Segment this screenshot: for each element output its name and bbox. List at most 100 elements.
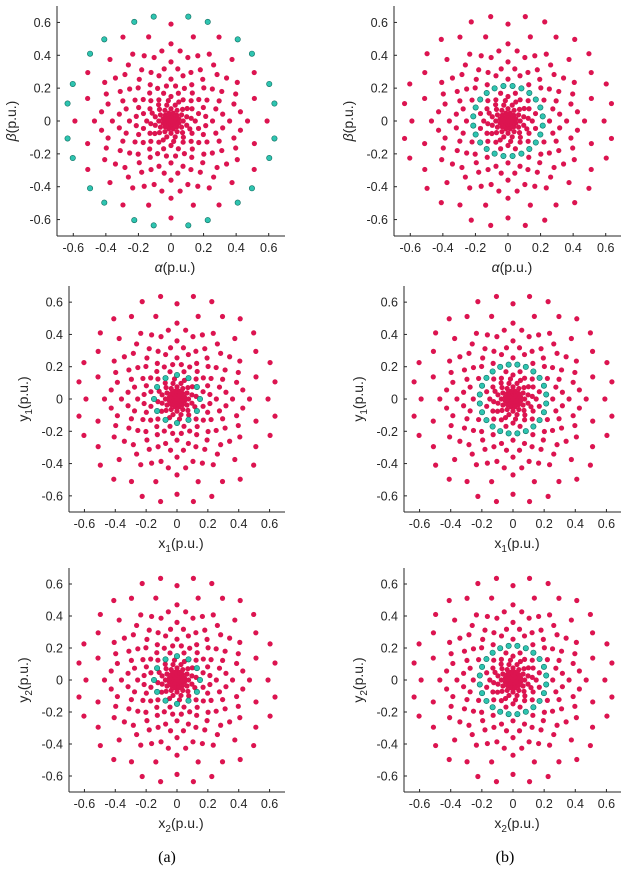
x-tick-label: 0.2 (199, 517, 216, 531)
highlighted-point (87, 185, 94, 192)
scatter-point (165, 745, 171, 751)
scatter-point (160, 137, 166, 143)
scatter-point (507, 110, 513, 116)
scatter-point (146, 34, 152, 40)
scatter-point (459, 71, 465, 78)
scatter-point (168, 406, 174, 413)
scatter-point (174, 677, 180, 683)
scatter-point (174, 735, 180, 741)
scatter-point (113, 651, 119, 657)
scatter-point (163, 351, 169, 358)
scatter-point (556, 88, 562, 95)
scatter-point (476, 657, 482, 663)
scatter-point (237, 316, 243, 322)
scatter-point (193, 630, 199, 636)
highlighted-point (514, 711, 521, 718)
scatter-point (586, 185, 592, 191)
scatter-point (475, 299, 481, 305)
scatter-point (140, 96, 146, 103)
scatter-point (558, 706, 565, 712)
scatter-point (401, 100, 408, 107)
scatter-point (563, 719, 569, 725)
scatter-point (237, 756, 243, 763)
scatter-point (127, 86, 133, 92)
scatter-point (522, 698, 528, 704)
scatter-point (514, 188, 520, 194)
scatter-point (200, 670, 206, 676)
scatter-point (517, 118, 523, 124)
scatter-point (546, 612, 553, 618)
scatter-point (526, 739, 532, 745)
scatter-point (227, 118, 233, 124)
scatter-point (551, 622, 557, 629)
scatter-point (484, 389, 490, 395)
scatter-point (205, 645, 211, 651)
scatter-point (430, 444, 437, 450)
scatter-point (468, 19, 474, 25)
scatter-point (450, 660, 456, 667)
highlighted-point (526, 146, 533, 153)
highlighted-point (154, 408, 161, 415)
scatter-point (147, 154, 153, 160)
scatter-point (422, 69, 428, 76)
scatter-point (216, 665, 223, 671)
scatter-point (553, 689, 559, 695)
scatter-point (522, 412, 528, 418)
scatter-point (174, 301, 180, 307)
highlighted-point (522, 645, 529, 652)
scatter-point (209, 299, 215, 305)
highlighted-point (174, 371, 181, 378)
scatter-point (192, 118, 198, 124)
scatter-point (501, 327, 507, 333)
scatter-point (193, 376, 199, 382)
highlighted-point (505, 361, 512, 368)
scatter-point (158, 575, 164, 581)
scatter-point (488, 222, 494, 228)
scatter-point (121, 635, 127, 641)
scatter-point (533, 396, 539, 402)
scatter-point (201, 151, 207, 157)
scatter-point (181, 423, 187, 429)
scatter-point (494, 739, 500, 745)
scatter-point (516, 406, 522, 413)
scatter-point (563, 635, 569, 641)
scatter-point (529, 393, 535, 399)
scatter-point (148, 138, 154, 144)
scatter-point (211, 174, 217, 180)
scatter-point (229, 677, 236, 683)
scatter-point (499, 688, 505, 694)
scatter-point (493, 779, 500, 785)
scatter-point (138, 330, 144, 336)
scatter-point (407, 81, 413, 87)
y-axis-label-subscript: 1 (359, 409, 370, 415)
x-axis-label-symbol: x (158, 815, 165, 831)
scatter-point (448, 703, 454, 709)
scatter-point (563, 354, 569, 360)
scatter-point (219, 147, 225, 154)
scatter-point (553, 408, 559, 414)
scatter-point (81, 359, 87, 366)
scatter-point (172, 404, 178, 410)
scatter-point (457, 635, 463, 641)
scatter-point (231, 101, 237, 107)
scatter-point (167, 704, 173, 710)
scatter-point (469, 451, 475, 457)
scatter-point (418, 677, 424, 683)
scatter-point (494, 408, 501, 414)
scatter-point (162, 107, 168, 113)
scatter-point (153, 595, 159, 601)
scatter-point (587, 742, 593, 749)
highlighted-point (193, 665, 200, 672)
scatter-point (461, 684, 467, 690)
scatter-point (162, 677, 169, 683)
scatter-point (168, 41, 174, 47)
scatter-point (464, 313, 470, 320)
scatter-point (521, 440, 528, 447)
scatter-point (210, 742, 216, 748)
x-axis-label-unit: (p.u.) (171, 535, 204, 551)
scatter-point (446, 476, 452, 482)
highlighted-point (162, 375, 169, 382)
scatter-point (194, 650, 200, 656)
scatter-point (141, 53, 147, 59)
scatter-point (504, 667, 510, 673)
